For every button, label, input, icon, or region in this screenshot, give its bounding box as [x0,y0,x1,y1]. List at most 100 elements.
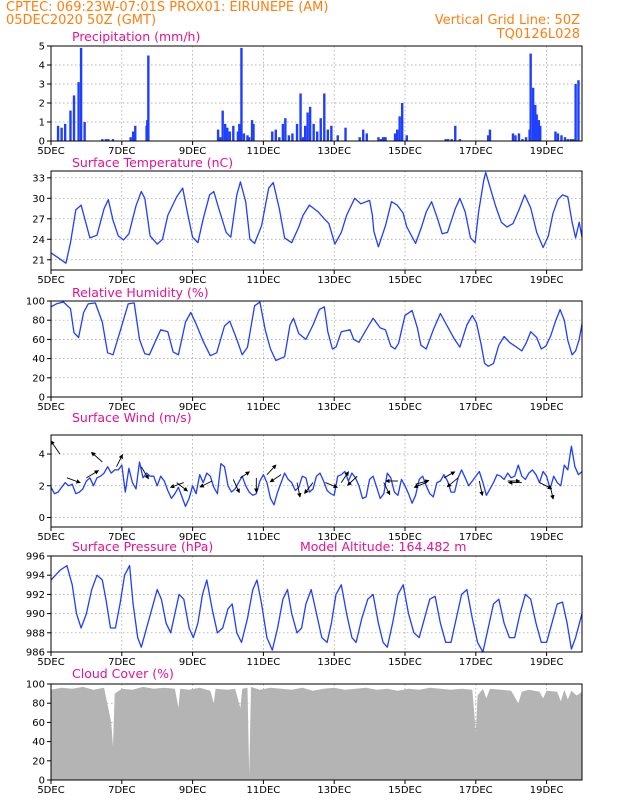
precip-bar [250,120,254,141]
precip-bar [252,123,255,141]
panel-frame [50,300,583,398]
wind-vector [50,440,61,455]
precip-bar [319,118,322,141]
precip-bar [486,135,490,141]
wind-vector [266,464,277,475]
x-tick-label: 5DEC [37,657,64,668]
precip-bar [571,139,575,141]
precip-bar [524,137,528,141]
precip-bar [221,110,224,141]
y-tick-label: 100 [26,680,45,691]
precip-bar [134,125,137,141]
precip-bar [216,129,220,141]
x-tick-label: 15DEC [388,146,422,157]
x-tick-label: 9DEC [179,146,206,157]
y-tick-label: 1 [39,118,45,129]
precip-bar [396,129,399,141]
y-tick-label: 992 [26,590,45,601]
wind-vector [325,482,339,489]
wind-vector [86,470,100,479]
x-tick-label: 19DEC [530,785,564,796]
panel-wind: 0 2 4 5DEC 7DEC 9DEC 11DEC 13DEC 15DEC 17DEC 19DEC… [37,410,583,543]
precip-bar [242,133,246,141]
wind-vector [415,479,430,485]
precip-bar [101,139,104,141]
precip-bar [323,93,326,141]
precip-bar [295,123,299,141]
panel-extra-label: Model Altitude: 164.482 m [300,539,466,554]
wind-vector [296,482,302,498]
y-tick-label: 4 [39,450,45,461]
y-tick-label: 40 [32,737,45,748]
wind-vector [443,471,456,479]
wind-vector [66,477,81,484]
precip-bar [246,135,249,141]
precip-bar [238,123,241,141]
precip-bar [539,125,542,141]
precip-bar [301,137,305,141]
precip-bar [274,129,277,141]
wind-vector [549,485,555,500]
header-grid-line: Vertical Grid Line: 50Z [434,13,580,28]
precip-bar [358,137,361,141]
precip-bar [511,133,515,141]
y-tick-label: 986 [26,648,45,659]
wind-vector [90,451,103,463]
x-tick-label: 5DEC [37,532,64,543]
precip-bar [560,135,563,141]
x-tick-label: 17DEC [459,146,493,157]
x-tick-label: 13DEC [317,146,351,157]
precip-bar [77,82,80,141]
y-tick-label: 996 [26,552,45,563]
x-tick-label: 15DEC [388,785,422,796]
y-tick-label: 0 [39,393,45,404]
x-tick-label: 17DEC [459,657,493,668]
series-line-pres [50,564,583,653]
precip-bar [365,133,368,141]
wind-vector [413,482,427,489]
precip-bar [240,47,243,141]
panel-title: Surface Wind (m/s) [72,410,192,425]
precip-bar [330,125,333,141]
precip-bar [63,123,67,141]
y-tick-label: 2 [39,481,45,492]
precip-bar [271,131,274,141]
panel-frame [50,170,583,271]
precip-bar [326,129,330,141]
x-tick-label: 15DEC [388,275,422,286]
y-tick-label: 33 [32,173,45,184]
precip-bar [454,125,457,141]
panel-precip: 0 1 2 3 4 5 5DEC 7DEC 9DEC 11DEC 13DEC 15DEC 17DEC 19… [37,29,583,157]
precip-bar [577,80,580,141]
precip-bar [248,137,251,141]
y-tick-label: 40 [32,354,45,365]
precip-bar [131,131,135,141]
panel-title: Surface Temperature (nC) [72,155,233,170]
y-tick-label: 60 [32,335,45,346]
precip-bar [517,133,521,141]
header-station: CPTEC: 069:23W-07:01S PROX01: EIRUNEPE (… [6,0,329,15]
wind-vector [347,475,358,486]
precip-bar [566,139,570,141]
x-tick-label: 9DEC [179,532,206,543]
y-tick-label: 30 [32,194,45,205]
x-tick-label: 15DEC [388,402,422,413]
precip-bar [299,93,302,141]
x-tick-label: 5DEC [37,146,64,157]
wind-vector [269,474,282,483]
x-tick-label: 15DEC [388,532,422,543]
y-tick-label: 988 [26,628,45,639]
x-tick-label: 17DEC [459,402,493,413]
panel-title: Surface Pressure (hPa) [72,539,213,554]
x-tick-label: 13DEC [317,402,351,413]
y-tick-label: 24 [32,235,45,246]
precip-bar [83,122,86,141]
precip-bar [554,131,557,141]
precip-bar [79,47,83,141]
precip-bar [228,131,231,141]
precip-bar [147,55,150,141]
precip-bar [535,114,538,141]
x-tick-label: 15DEC [388,657,422,668]
header-run-time: 05DEC2020 50Z (GMT) [6,13,157,28]
